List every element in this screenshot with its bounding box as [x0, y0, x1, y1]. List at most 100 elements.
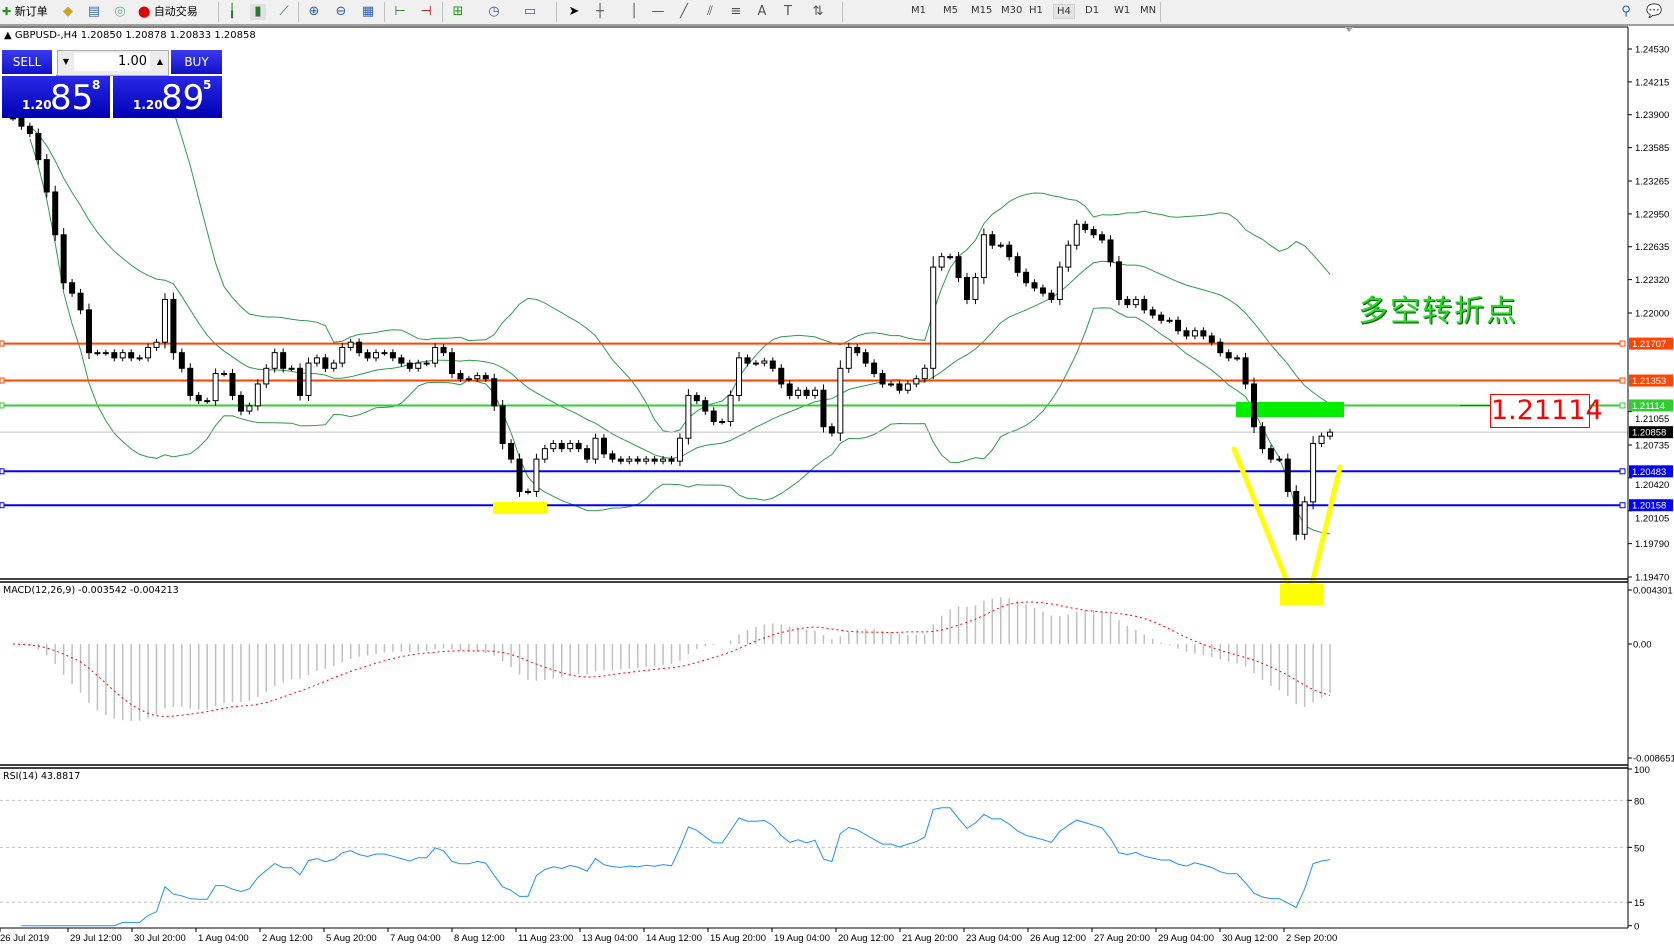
collapse-triangle-icon[interactable]: ▲ [4, 30, 12, 41]
options-icon[interactable]: ▤ [87, 4, 101, 19]
bear-candle [558, 442, 565, 450]
timeframe-h1[interactable]: H1 [1029, 5, 1043, 16]
buy-price[interactable]: 1.20 89 5 [113, 76, 222, 118]
bar-chart-icon[interactable]: ╽ [228, 4, 236, 19]
arrows-icon[interactable]: ⇅ [812, 4, 824, 19]
timeframe-m1[interactable]: M1 [911, 5, 926, 16]
new-order-button[interactable]: ✚ 新订单 [2, 3, 48, 21]
bear-candle [1158, 314, 1165, 321]
bull-candle [10, 117, 16, 120]
timeframe-m15[interactable]: M15 [971, 5, 993, 16]
separator [556, 2, 557, 22]
bear-candle [195, 394, 202, 402]
bull-candle [347, 341, 354, 348]
bull-candle [752, 362, 759, 365]
separator [1160, 2, 1161, 22]
bull-candle [1073, 223, 1080, 246]
line-handle [1619, 340, 1626, 347]
sell-button[interactable]: SELL [2, 50, 52, 74]
bear-candle [634, 458, 641, 462]
bear-candle [989, 234, 996, 246]
new-order-label: 新订单 [14, 5, 48, 18]
bull-candle [676, 437, 683, 462]
annotation-text[interactable]: 多空转折点 [1358, 294, 1518, 329]
bear-candle [879, 373, 886, 385]
timeframe-mn[interactable]: MN [1140, 5, 1157, 16]
trendline-icon[interactable]: ╱ [680, 4, 688, 19]
bear-candle [1267, 448, 1274, 460]
zoom-out-icon[interactable]: ⊖ [335, 4, 347, 19]
timeframe-h4[interactable]: H4 [1053, 4, 1075, 19]
vertical-line-icon[interactable]: │ [630, 4, 638, 19]
separator [298, 2, 299, 22]
crosshair-icon[interactable]: ┼ [596, 4, 604, 19]
line-price-tag-text: 1.20483 [1632, 467, 1666, 478]
bull-candle [1065, 244, 1072, 268]
bear-candle [482, 375, 489, 380]
bear-candle [1014, 256, 1021, 273]
lot-size-input[interactable]: 1.00 [74, 53, 150, 71]
periods-icon[interactable]: ◷ [488, 4, 500, 19]
bull-candle [736, 357, 743, 396]
line-chart-icon[interactable]: ⟋ [279, 4, 289, 19]
bear-candle [35, 133, 42, 161]
bear-candle [1242, 357, 1249, 385]
tile-windows-icon[interactable]: ▦ [361, 4, 375, 19]
bull-candle [795, 389, 802, 396]
macd-axis-label: -0.008651 [1633, 754, 1674, 765]
zoom-in-icon[interactable]: ⊕ [308, 4, 320, 19]
sell-price[interactable]: 1.20 85 8 [2, 76, 110, 118]
line-handle [0, 340, 5, 347]
horizontal-line-icon[interactable]: — [651, 4, 665, 19]
timeframe-m5[interactable]: M5 [943, 5, 958, 16]
current-price-text: 1.20858 [1632, 428, 1666, 439]
bull-candle [524, 490, 531, 493]
cursor-icon[interactable]: ➤ [568, 4, 580, 19]
history-center-icon[interactable]: ◆ [63, 4, 73, 19]
bull-candle [415, 362, 422, 369]
bear-candle [1251, 383, 1258, 428]
bear-candle [1048, 292, 1055, 300]
bull-candle [212, 373, 219, 402]
lot-decrease-icon[interactable]: ▼ [62, 57, 70, 66]
timeframe-d1[interactable]: D1 [1085, 5, 1100, 16]
fibonacci-icon[interactable]: ≡ [730, 4, 742, 19]
price-label-box[interactable]: 1.21114 [1490, 394, 1603, 428]
candlestick-icon[interactable]: ▮ [250, 4, 266, 20]
rsi-axis-label: 50 [1634, 843, 1645, 854]
timeframe-w1[interactable]: W1 [1114, 5, 1131, 16]
bull-candle [119, 352, 126, 359]
sell-price-big: 85 [50, 78, 94, 118]
price-axis-label: 1.24215 [1635, 77, 1669, 88]
new-order-icon: ✚ [2, 5, 12, 18]
bull-candle [246, 405, 253, 412]
signals-icon[interactable]: ◎ [114, 4, 126, 19]
bear-candle [963, 277, 970, 300]
search-icon[interactable]: ⚲ [1621, 4, 1631, 19]
text-label-icon[interactable]: T [784, 4, 792, 19]
text-icon[interactable]: A [757, 4, 767, 19]
bear-candle [178, 352, 185, 369]
bear-candle [187, 367, 194, 396]
symbol-ohlc: GBPUSD-,H4 1.20850 1.20878 1.20833 1.208… [14, 30, 256, 41]
autoscroll-icon[interactable]: ⊣ [420, 4, 432, 19]
macd-axis-label: 0.00 [1633, 640, 1652, 651]
lot-increase-icon[interactable]: ▲ [156, 57, 164, 66]
timeframe-m30[interactable]: M30 [1001, 5, 1023, 16]
auto-trading-button[interactable]: ⬤ 自动交易 [138, 3, 198, 21]
time-axis-label: 30 Aug 12:00 [1222, 933, 1278, 944]
buy-button[interactable]: BUY [171, 50, 222, 74]
bull-candle [339, 346, 346, 364]
bull-candle [1234, 357, 1241, 360]
equidistant-channel-icon[interactable]: ⫽ [707, 4, 713, 19]
rsi-axis-label: 80 [1634, 796, 1645, 807]
lot-size-stepper[interactable]: ▼ 1.00 ▲ [57, 50, 169, 76]
chat-icon[interactable]: 💬 [1646, 4, 1663, 19]
price-axis-label: 1.23585 [1635, 143, 1669, 154]
price-axis-label: 1.22950 [1635, 209, 1669, 220]
templates-icon[interactable]: ▭ [523, 4, 537, 19]
chart-shift-icon[interactable]: ⊢ [394, 4, 406, 19]
new-chart-icon[interactable]: ⊞ [452, 4, 464, 19]
macd-label: MACD(12,26,9) -0.003542 -0.004213 [3, 585, 179, 596]
